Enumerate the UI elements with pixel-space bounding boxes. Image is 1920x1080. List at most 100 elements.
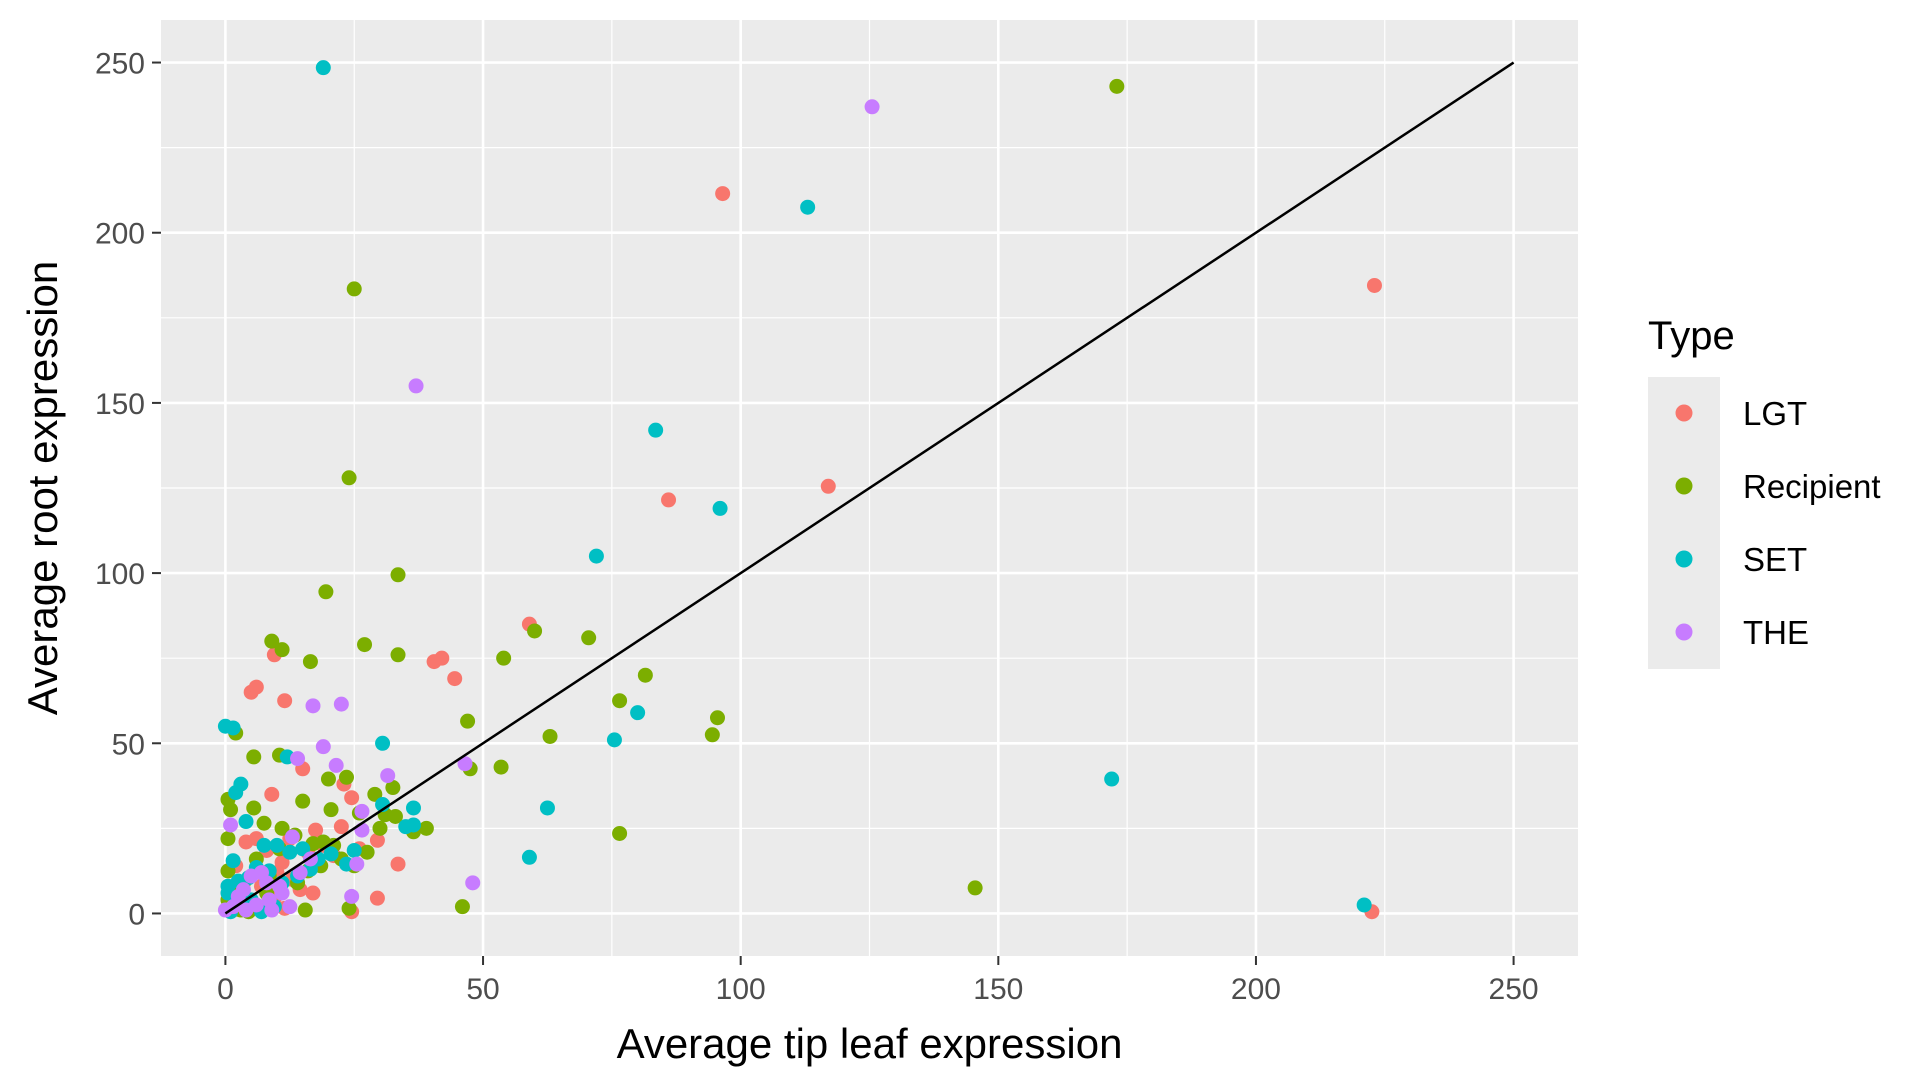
data-point xyxy=(223,817,239,833)
legend-items: LGT Recipient SET THE xyxy=(1675,395,1881,651)
data-point xyxy=(864,99,880,115)
data-point xyxy=(341,900,357,916)
data-point xyxy=(447,671,463,687)
data-point xyxy=(357,637,373,653)
data-point xyxy=(1104,771,1120,787)
data-point xyxy=(305,698,321,714)
data-point xyxy=(539,800,555,816)
data-point xyxy=(661,492,677,508)
data-point xyxy=(496,650,512,666)
data-point xyxy=(390,647,406,663)
data-point xyxy=(465,875,481,891)
data-point xyxy=(408,378,424,394)
data-point xyxy=(308,822,324,838)
data-point xyxy=(1366,277,1382,293)
data-point xyxy=(264,633,280,649)
data-point xyxy=(248,679,264,695)
data-point xyxy=(235,882,251,898)
data-point xyxy=(323,802,339,818)
data-point xyxy=(454,899,470,915)
data-point xyxy=(354,803,370,819)
data-point xyxy=(372,820,388,836)
data-point xyxy=(264,786,280,802)
data-point xyxy=(223,802,239,818)
data-point xyxy=(225,720,241,736)
data-point xyxy=(264,902,280,918)
data-point xyxy=(295,793,311,809)
data-point xyxy=(1356,897,1372,913)
legend-key-the xyxy=(1675,623,1693,641)
data-point xyxy=(349,856,365,872)
data-point xyxy=(637,667,653,683)
data-point xyxy=(333,819,349,835)
data-point xyxy=(457,756,473,772)
data-point xyxy=(315,739,331,755)
data-point xyxy=(284,829,300,845)
identity-line xyxy=(224,61,1515,915)
x-axis: 0 50 100 150 200 250 xyxy=(217,956,1539,1006)
data-point xyxy=(704,727,720,743)
data-point xyxy=(346,842,362,858)
data-point xyxy=(606,732,622,748)
data-point xyxy=(385,780,401,796)
y-axis: 0 50 100 150 200 250 xyxy=(95,48,161,931)
data-point xyxy=(282,899,298,915)
data-point xyxy=(390,856,406,872)
data-points xyxy=(217,60,1382,920)
data-point xyxy=(248,897,264,913)
data-point xyxy=(542,728,558,744)
data-point xyxy=(367,786,383,802)
y-axis-title: Average root expression xyxy=(19,261,66,716)
data-point xyxy=(612,825,628,841)
data-point xyxy=(712,500,728,516)
data-point xyxy=(277,693,293,709)
legend: Type LGT Recipient SET THE xyxy=(1648,314,1881,669)
data-point xyxy=(344,790,360,806)
x-tick-label: 200 xyxy=(1231,973,1281,1006)
legend-label-recipient: Recipient xyxy=(1743,468,1881,505)
data-point xyxy=(338,769,354,785)
y-tick-label: 0 xyxy=(128,898,145,931)
data-point xyxy=(820,478,836,494)
data-point xyxy=(460,713,476,729)
data-point xyxy=(315,60,331,76)
data-point xyxy=(390,567,406,583)
data-point xyxy=(238,814,254,830)
y-tick-label: 200 xyxy=(95,218,145,251)
data-point xyxy=(220,831,236,847)
series-the xyxy=(217,99,880,918)
legend-label-set: SET xyxy=(1743,541,1807,578)
data-point xyxy=(405,817,421,833)
y-tick-label: 50 xyxy=(112,728,145,761)
data-point xyxy=(648,422,664,438)
data-point xyxy=(297,902,313,918)
data-point xyxy=(346,281,362,297)
data-point xyxy=(328,757,344,773)
x-tick-label: 150 xyxy=(973,973,1023,1006)
data-point xyxy=(359,844,375,860)
data-point xyxy=(800,199,816,215)
data-point xyxy=(274,820,290,836)
data-point xyxy=(256,815,272,831)
data-point xyxy=(493,759,509,775)
data-point xyxy=(341,470,357,486)
data-point xyxy=(434,650,450,666)
data-point xyxy=(333,696,349,712)
legend-label-the: THE xyxy=(1743,614,1809,651)
legend-label-lgt: LGT xyxy=(1743,395,1807,432)
data-point xyxy=(369,890,385,906)
legend-key-background xyxy=(1648,377,1720,669)
y-tick-label: 150 xyxy=(95,388,145,421)
data-point xyxy=(305,885,321,901)
data-point xyxy=(290,751,306,767)
data-point xyxy=(375,735,391,751)
data-point xyxy=(354,822,370,838)
data-point xyxy=(225,853,241,869)
data-point xyxy=(521,849,537,865)
data-point xyxy=(1109,78,1125,94)
data-point xyxy=(246,800,262,816)
data-point xyxy=(612,693,628,709)
data-point xyxy=(967,880,983,896)
data-point xyxy=(302,654,318,670)
